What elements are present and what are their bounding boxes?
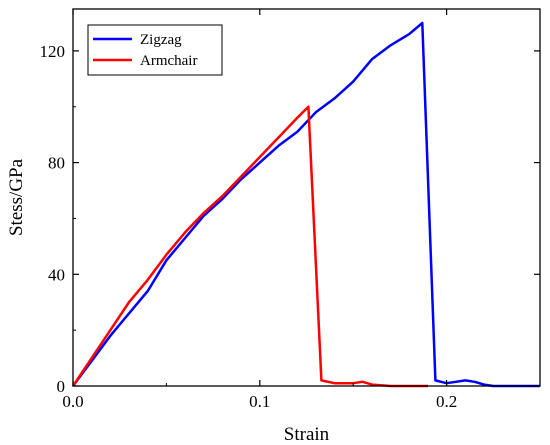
- y-tick-label: 120: [40, 42, 66, 61]
- series-line-armchair: [71, 105, 428, 388]
- legend-box: [87, 24, 223, 76]
- ticks-layer: 0.0 0.1 0.2 0 40 80 120: [40, 9, 540, 411]
- plot-frame: [72, 8, 541, 387]
- legend-label-armchair: Armchair: [140, 53, 197, 69]
- series-line-zigzag: [71, 21, 540, 388]
- x-tick-label: 0.1: [249, 392, 270, 411]
- y-axis-label: Stess/GPa: [6, 158, 27, 236]
- x-axis-label: Strain: [284, 424, 330, 445]
- x-tick-label: 0.2: [436, 392, 457, 411]
- x-tick-label: 0.0: [62, 392, 83, 411]
- y-tick-label: 40: [48, 265, 65, 284]
- y-tick-label: 80: [48, 154, 65, 173]
- y-tick-label: 0: [57, 377, 66, 396]
- legend-label-zigzag: Zigzag: [140, 32, 182, 48]
- series-layer: [71, 21, 540, 388]
- legend: Zigzag Armchair: [87, 24, 223, 76]
